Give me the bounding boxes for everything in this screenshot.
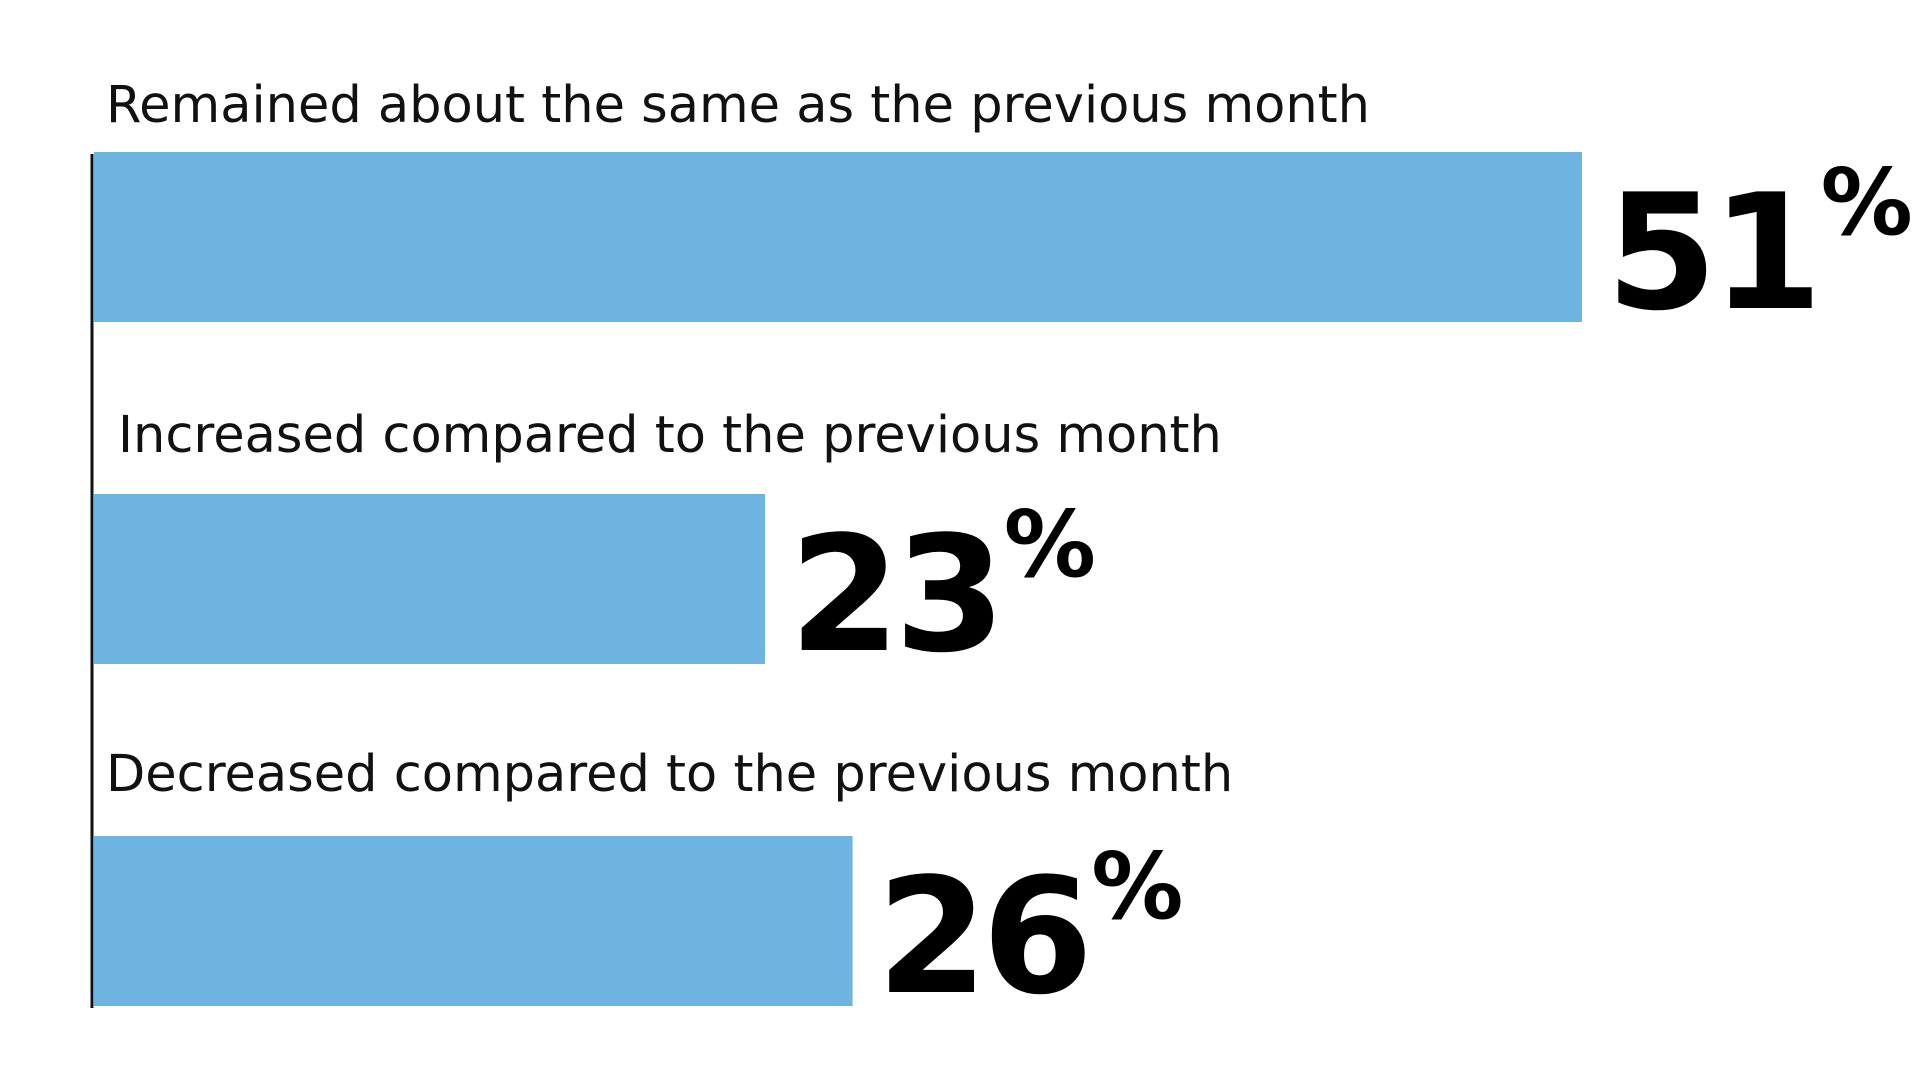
bars-layer: Remained about the same as the previous … bbox=[94, 76, 1913, 1030]
data-label-value: 51 bbox=[1606, 159, 1817, 346]
data-label-value: 26 bbox=[877, 843, 1088, 1030]
data-label-value: 23 bbox=[789, 501, 1000, 688]
bar bbox=[94, 494, 766, 664]
data-label-percent-sign: % bbox=[1091, 833, 1183, 940]
bar bbox=[94, 836, 853, 1006]
data-label-percent-sign: % bbox=[1821, 149, 1913, 256]
bar bbox=[94, 152, 1582, 322]
data-label-percent-sign: % bbox=[1004, 491, 1096, 598]
category-label: Remained about the same as the previous … bbox=[106, 76, 1370, 135]
category-label: Increased compared to the previous month bbox=[118, 406, 1222, 465]
category-label: Decreased compared to the previous month bbox=[106, 745, 1233, 804]
